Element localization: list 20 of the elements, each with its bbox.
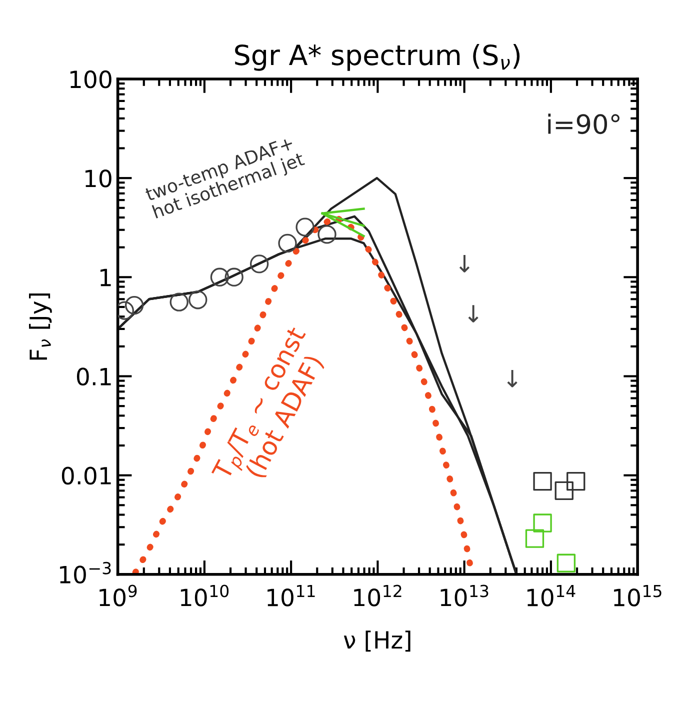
- y-axis-title: F$_{ν}$ [Jy]: [29, 293, 52, 360]
- y-tick-label: 100: [70, 70, 112, 88]
- y-tick-label: 10$^{−3}$: [60, 562, 111, 584]
- x-axis-title: ν [Hz]: [344, 630, 410, 652]
- annotation: i=90°: [548, 114, 620, 134]
- annotation: ↓: [507, 370, 518, 388]
- x-tick-label: 10$^{12}$: [354, 584, 402, 606]
- chart-title: Sgr A* spectrum (S$_{ν}$): [235, 44, 520, 71]
- x-tick-label: 10$^{11}$: [268, 584, 315, 606]
- x-tick-label: 10$^{15}$: [614, 584, 662, 606]
- y-tick-label: 1: [100, 268, 111, 286]
- x-tick-label: 10$^{14}$: [527, 584, 576, 606]
- annotation: ↓: [459, 255, 470, 272]
- y-tick-label: 10: [85, 170, 112, 188]
- y-tick-label: 0.1: [76, 368, 111, 386]
- x-tick-label: 10$^{10}$: [180, 584, 229, 606]
- y-tick-label: 0.01: [62, 466, 111, 485]
- x-tick-label: 10$^{13}$: [440, 584, 488, 606]
- x-tick-label: 10$^{9}$: [100, 584, 137, 606]
- annotation: ↓: [468, 305, 478, 322]
